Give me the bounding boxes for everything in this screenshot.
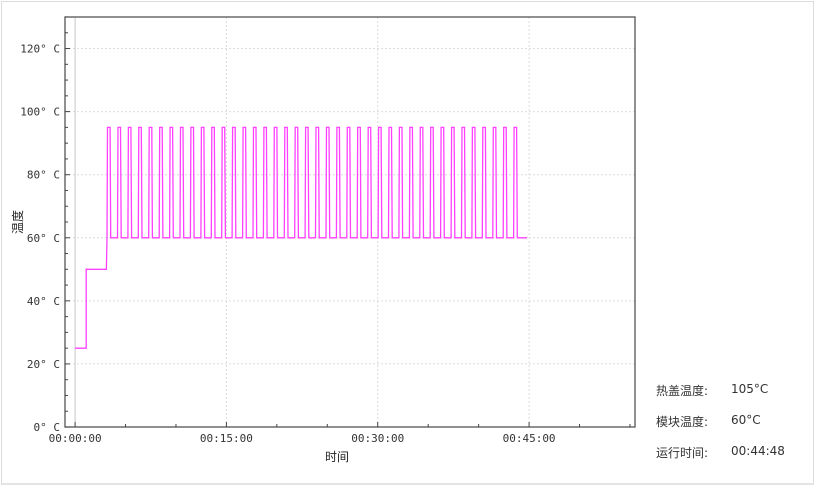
x-tick-label: 00:15:00 — [200, 432, 253, 445]
y-tick-label: 20° C — [27, 358, 60, 371]
temperature-series-line — [75, 126, 528, 349]
y-tick-label: 100° C — [20, 106, 60, 119]
y-tick-label: 60° C — [27, 232, 60, 245]
info-lid-temp-value: 105°C — [731, 382, 769, 396]
y-tick-label: 80° C — [27, 169, 60, 182]
x-tick-label: 00:30:00 — [351, 432, 404, 445]
x-axis-label: 时间 — [325, 450, 349, 464]
info-block-temp-label: 模块温度: — [656, 415, 709, 429]
info-run-time-label: 运行时间: — [656, 446, 709, 460]
info-block-temp-value: 60°C — [731, 413, 761, 427]
info-lid-temp-label: 热盖温度: — [656, 384, 709, 398]
info-run-time-value: 00:44:48 — [731, 444, 785, 458]
y-tick-label: 120° C — [20, 43, 60, 56]
y-tick-label: 40° C — [27, 295, 60, 308]
y-tick-label: 0° C — [34, 421, 61, 434]
x-tick-label: 00:45:00 — [503, 432, 556, 445]
y-axis-label: 温度 — [10, 210, 25, 234]
x-tick-label: 00:00:00 — [49, 432, 102, 445]
